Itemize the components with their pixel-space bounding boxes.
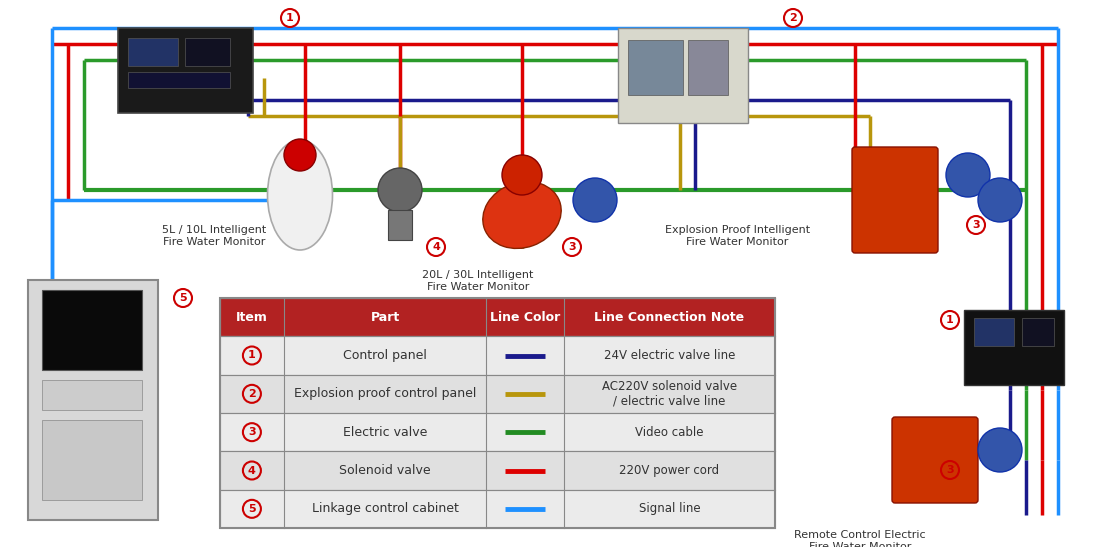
Text: 5: 5 xyxy=(249,504,255,514)
Circle shape xyxy=(502,155,542,195)
Text: 220V power cord: 220V power cord xyxy=(619,464,719,477)
Bar xyxy=(974,318,1014,346)
Circle shape xyxy=(946,153,990,197)
Bar xyxy=(185,38,230,66)
Text: Remote Control Electric
Fire Water Monitor: Remote Control Electric Fire Water Monit… xyxy=(794,530,926,547)
Bar xyxy=(628,40,683,95)
Circle shape xyxy=(378,168,422,212)
Circle shape xyxy=(978,428,1022,472)
Bar xyxy=(220,490,775,528)
Circle shape xyxy=(573,178,617,222)
Text: 2: 2 xyxy=(248,389,256,399)
Text: 3: 3 xyxy=(946,465,954,475)
Text: Part: Part xyxy=(371,311,399,324)
Bar xyxy=(28,280,158,520)
Text: Electric valve: Electric valve xyxy=(343,426,427,439)
Text: 5L / 10L Intelligent
Fire Water Monitor: 5L / 10L Intelligent Fire Water Monitor xyxy=(162,225,266,247)
Text: Solenoid valve: Solenoid valve xyxy=(339,464,431,477)
Bar xyxy=(688,40,728,95)
Bar xyxy=(388,210,412,240)
Text: 4: 4 xyxy=(248,465,256,475)
Ellipse shape xyxy=(483,182,561,248)
Text: 5: 5 xyxy=(179,293,187,303)
Bar xyxy=(220,375,775,413)
Bar xyxy=(964,310,1064,385)
Bar xyxy=(220,298,775,336)
Bar xyxy=(220,451,775,490)
Text: Video cable: Video cable xyxy=(636,426,704,439)
Text: Line Connection Note: Line Connection Note xyxy=(594,311,745,324)
Text: 4: 4 xyxy=(432,242,440,252)
Text: Explosion proof control panel: Explosion proof control panel xyxy=(294,387,476,400)
Text: Linkage control cabinet: Linkage control cabinet xyxy=(311,502,459,515)
Text: 3: 3 xyxy=(972,220,980,230)
Circle shape xyxy=(978,178,1022,222)
FancyBboxPatch shape xyxy=(852,147,938,253)
FancyBboxPatch shape xyxy=(892,417,978,503)
Text: AC220V solenoid valve
/ electric valve line: AC220V solenoid valve / electric valve l… xyxy=(602,380,737,408)
Bar xyxy=(118,28,253,113)
Text: 20L / 30L Intelligent
Fire Water Monitor: 20L / 30L Intelligent Fire Water Monitor xyxy=(422,270,534,292)
Text: 24V electric valve line: 24V electric valve line xyxy=(604,349,735,362)
Bar xyxy=(128,38,178,66)
Text: 3: 3 xyxy=(569,242,575,252)
Text: 3: 3 xyxy=(249,427,255,437)
Text: 1: 1 xyxy=(946,315,954,325)
Ellipse shape xyxy=(267,140,332,250)
Bar xyxy=(220,336,775,375)
Bar xyxy=(42,380,142,410)
Bar xyxy=(128,72,230,88)
Bar xyxy=(42,420,142,500)
Text: Signal line: Signal line xyxy=(639,502,701,515)
Circle shape xyxy=(284,139,316,171)
Bar xyxy=(220,298,775,528)
Bar xyxy=(1022,318,1054,346)
Bar xyxy=(618,28,748,123)
Text: 1: 1 xyxy=(286,13,294,23)
Text: Line Color: Line Color xyxy=(491,311,560,324)
Text: 1: 1 xyxy=(248,351,256,360)
Text: Control panel: Control panel xyxy=(343,349,427,362)
Text: 2: 2 xyxy=(789,13,796,23)
Text: Explosion Proof Intelligent
Fire Water Monitor: Explosion Proof Intelligent Fire Water M… xyxy=(666,225,810,247)
Text: Item: Item xyxy=(236,311,268,324)
Bar xyxy=(42,290,142,370)
Bar xyxy=(220,413,775,451)
